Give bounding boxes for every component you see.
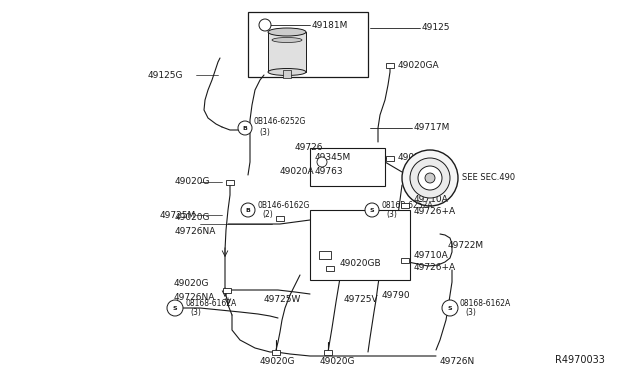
Text: B: B [246, 208, 250, 212]
Text: S: S [448, 305, 452, 311]
Bar [401, 202, 409, 208]
Text: 49790: 49790 [382, 291, 411, 299]
Bar [223, 288, 231, 292]
Bar [319, 251, 331, 259]
Ellipse shape [272, 38, 302, 42]
Bar [324, 350, 332, 355]
Bar [326, 266, 334, 270]
Text: 49725W: 49725W [264, 295, 301, 305]
Bar [386, 155, 394, 160]
Circle shape [442, 300, 458, 316]
Bar [248, 12, 368, 77]
Text: B: B [243, 125, 248, 131]
Circle shape [402, 150, 458, 206]
Circle shape [259, 19, 271, 31]
Text: 49020G: 49020G [320, 357, 355, 366]
Text: 08168-6162A: 08168-6162A [185, 298, 236, 308]
Circle shape [365, 203, 379, 217]
Text: 49726+A: 49726+A [414, 263, 456, 272]
Bar [272, 350, 280, 355]
Bar [226, 180, 234, 185]
Bar [401, 257, 409, 263]
Circle shape [410, 158, 450, 198]
Text: 49726: 49726 [295, 144, 323, 153]
Text: 49020G: 49020G [175, 214, 211, 222]
Text: 49020GB: 49020GB [340, 259, 381, 267]
Text: R4970033: R4970033 [555, 355, 605, 365]
Bar [310, 148, 385, 186]
Text: 49345M: 49345M [315, 154, 351, 163]
Text: 49726N: 49726N [440, 357, 476, 366]
Text: 49722M: 49722M [448, 241, 484, 250]
Ellipse shape [268, 68, 306, 76]
Circle shape [425, 173, 435, 183]
Text: 08168-6162A: 08168-6162A [460, 298, 511, 308]
Text: 49710A: 49710A [414, 250, 449, 260]
Text: (3): (3) [386, 211, 397, 219]
Text: 49725M: 49725M [160, 211, 196, 219]
Text: (2): (2) [262, 211, 273, 219]
Circle shape [241, 203, 255, 217]
Ellipse shape [268, 28, 306, 36]
Text: 49181M: 49181M [312, 20, 348, 29]
Text: SEE SEC.490: SEE SEC.490 [462, 173, 515, 183]
Bar [310, 210, 410, 280]
Text: 0B146-6162G: 0B146-6162G [257, 201, 309, 209]
Text: (3): (3) [259, 128, 270, 137]
Text: (3): (3) [190, 308, 201, 317]
Bar [283, 70, 291, 78]
Circle shape [167, 300, 183, 316]
Text: 49725V: 49725V [344, 295, 379, 305]
Text: 49020GA: 49020GA [398, 154, 440, 163]
Text: 49125G: 49125G [148, 71, 184, 80]
Text: 49710A: 49710A [414, 196, 449, 205]
Text: 49726+A: 49726+A [414, 208, 456, 217]
Text: 0B146-6252G: 0B146-6252G [254, 118, 307, 126]
Text: 49726NA: 49726NA [174, 294, 216, 302]
Circle shape [418, 166, 442, 190]
Text: 49020A: 49020A [280, 167, 315, 176]
Circle shape [238, 121, 252, 135]
Text: S: S [370, 208, 374, 212]
Circle shape [317, 157, 327, 167]
Bar [386, 62, 394, 67]
Bar [268, 32, 306, 72]
Text: 49717M: 49717M [414, 124, 451, 132]
Text: (3): (3) [465, 308, 476, 317]
Text: 49020GA: 49020GA [398, 61, 440, 70]
Text: 49020G: 49020G [175, 177, 211, 186]
Bar [276, 215, 284, 221]
Text: 49020G: 49020G [174, 279, 209, 289]
Text: 49020G: 49020G [260, 357, 296, 366]
Text: 49726NA: 49726NA [175, 228, 216, 237]
Text: 49763: 49763 [315, 167, 344, 176]
Text: 49125: 49125 [422, 23, 451, 32]
Text: S: S [173, 305, 177, 311]
Text: 0816B-6252A: 0816B-6252A [381, 201, 433, 209]
